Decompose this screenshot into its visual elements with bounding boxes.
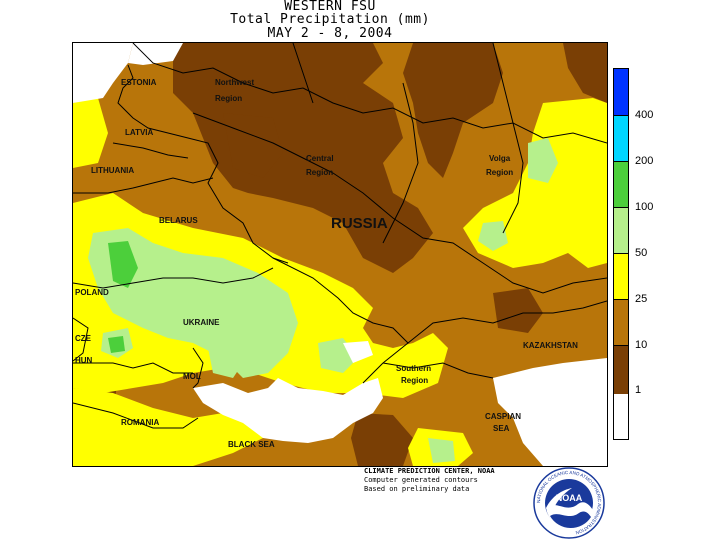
precip-zone-yellow-south [73,388,263,466]
label-hungary: HUN [75,356,93,365]
legend-tick-10: 10 [635,339,648,351]
precipitation-map: ESTONIA LATVIA LITHUANIA BELARUS POLAND … [72,42,608,467]
baltic-sea [73,43,133,103]
legend-tick-25: 25 [635,293,648,305]
precip-zone-yellow-nw [73,98,108,168]
label-northwest-1: Northwest [215,78,254,87]
label-central-2: Region [306,168,333,177]
legend-tick-200: 200 [635,155,654,167]
label-northwest-2: Region [215,94,242,103]
caspian-sea [493,358,607,466]
gulf-of-finland [128,43,183,65]
sea-of-azov [343,341,373,363]
precip-zone-dark-brown-se [351,413,413,466]
label-black-sea: BLACK SEA [228,440,275,449]
label-russia: RUSSIA [331,215,388,232]
label-volga-2: Region [486,168,513,177]
legend-tick-100: 100 [635,201,654,213]
legend-swatch-green [614,162,628,208]
label-central-1: Central [306,154,334,163]
precip-legend [613,68,629,440]
legend-swatch-light-green [614,208,628,254]
label-ukraine: UKRAINE [183,318,220,327]
label-southern-2: Region [401,376,428,385]
legend-tick-50: 50 [635,247,648,259]
label-moldova: MOL [183,372,201,381]
label-latvia: LATVIA [125,128,154,137]
label-lithuania: LITHUANIA [91,166,134,175]
label-caspian-2: SEA [493,424,510,433]
precip-zone-light-green-sse [428,438,455,463]
precip-zone-green-hun [108,336,125,353]
precip-zone-dark-brown-ne [563,43,607,103]
label-southern-1: Southern [396,364,431,373]
noaa-logo-text: NOAA [556,493,583,503]
label-kazakhstan: KAZAKHSTAN [523,341,578,350]
credit-line3: Based on preliminary data [364,485,470,493]
country-borders [73,43,607,429]
legend-tick-1: 1 [635,384,642,396]
precip-zone-light-green-ukraine-s [208,343,243,378]
map-title-line2: Total Precipitation (mm) [230,12,430,27]
precip-zone-green-belarus [108,241,138,288]
label-belarus: BELARUS [159,216,198,225]
label-estonia: ESTONIA [121,78,157,87]
legend-swatch-dark-brown [614,346,628,394]
legend-swatch-cyan [614,116,628,162]
legend-swatch-brown [614,300,628,346]
precip-zone-dark-brown-east [403,43,503,178]
credit-line2: Computer generated contours [364,476,478,484]
label-caspian-1: CASPIAN [485,412,521,421]
precip-zone-light-green-east [478,221,508,251]
credit-line1: CLIMATE PREDICTION CENTER, NOAA [364,467,495,475]
label-volga-1: Volga [489,154,511,163]
map-title-line1: WESTERN FSU [284,0,376,14]
precip-zone-dark-brown-kaz [493,288,543,333]
precip-zone-light-green-volga [528,138,558,183]
legend-swatch-blue [614,69,628,116]
label-czech: CZE [75,334,92,343]
label-poland: POLAND [75,288,109,297]
legend-tick-400: 400 [635,109,654,121]
legend-swatch-yellow [614,254,628,300]
precip-zone-dark-brown-nw [223,113,283,178]
label-romania: ROMANIA [121,418,159,427]
black-sea [193,378,383,443]
map-title-date: MAY 2 - 8, 2004 [267,26,393,41]
noaa-logo: NOAA NATIONAL OCEANIC AND ATMOSPHERIC AD… [533,467,605,539]
precip-zone-light-green [88,228,298,378]
